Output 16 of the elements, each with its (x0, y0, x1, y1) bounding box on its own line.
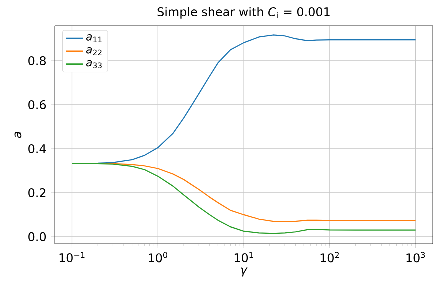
x-tick-label: 10$^{1}$ (234, 252, 254, 263)
x-tick-label: 10$^{3}$ (406, 252, 426, 263)
y-tick-label: 0.8 (28, 56, 46, 66)
x-tick-label: 10$^{0}$ (149, 252, 168, 263)
y-tick-label: 0.4 (28, 144, 46, 154)
x-tick-label: 10$^{2}$ (320, 252, 340, 263)
y-tick-label: 0.6 (28, 100, 46, 110)
legend-label: a$_{22}$ (86, 47, 102, 56)
y-axis-title: a (14, 132, 22, 138)
legend-label: a$_{11}$ (86, 34, 102, 43)
chart-title: Simple shear with C$_{i}$ = 0.001 (158, 7, 330, 19)
y-tick-label: 0.0 (28, 232, 46, 242)
x-axis-title: γ (241, 268, 248, 277)
y-tick-label: 0.2 (28, 188, 46, 198)
legend-label: a$_{33}$ (86, 60, 102, 69)
x-tick-label: 10$^{−1}$ (60, 252, 85, 263)
